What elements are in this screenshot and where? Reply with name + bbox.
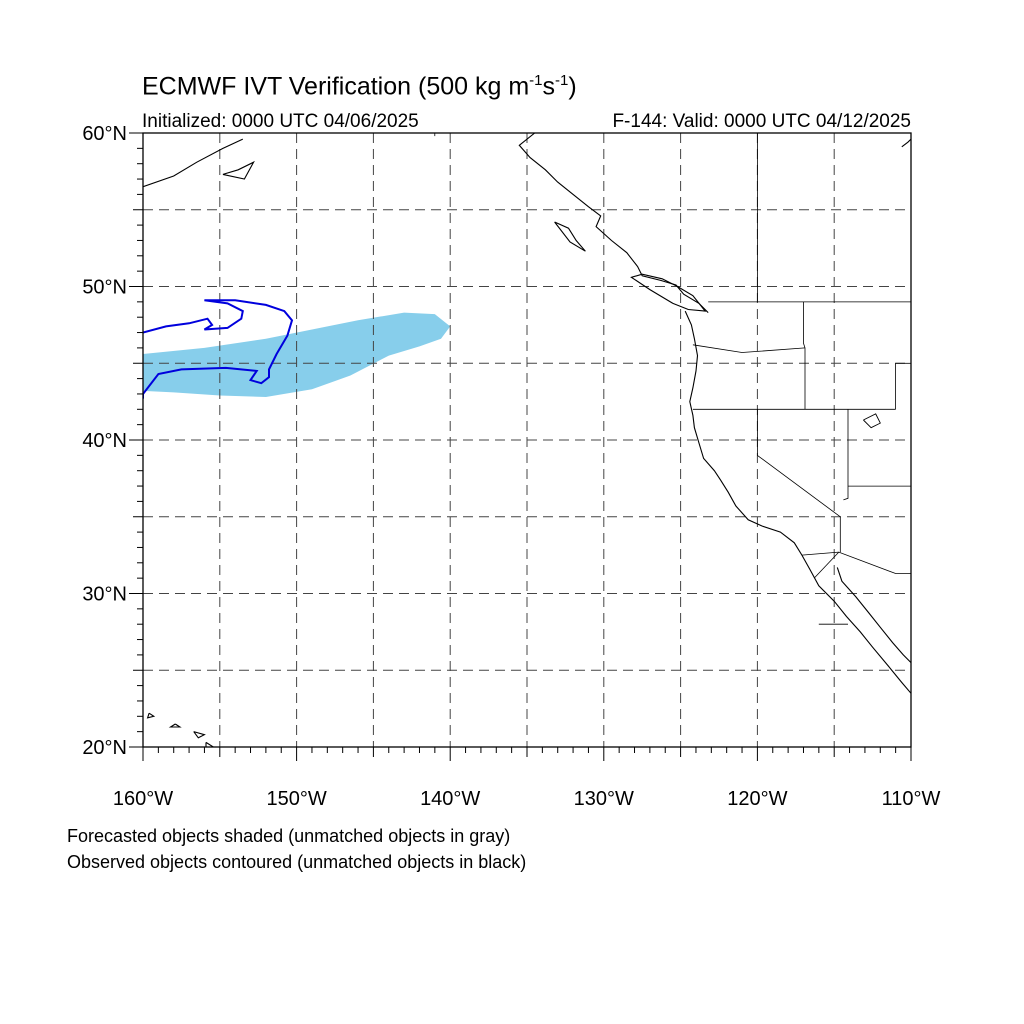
- lat-label: 60°N: [82, 123, 127, 145]
- lat-label: 40°N: [82, 430, 127, 452]
- lon-label: 120°W: [727, 788, 787, 810]
- observed-contour: [143, 299, 294, 399]
- map-title: ECMWF IVT Verification (500 kg m-1s-1): [142, 72, 577, 101]
- plot-area: [143, 133, 911, 747]
- coastline: [518, 133, 709, 313]
- lon-label: 130°W: [574, 788, 634, 810]
- state-border: [843, 409, 849, 501]
- lake-outline: [863, 413, 881, 429]
- coastline: [168, 723, 182, 728]
- coastline: [836, 567, 911, 663]
- valid-time-label: F-144: Valid: 0000 UTC 04/12/2025: [612, 111, 911, 132]
- coastline: [143, 138, 244, 188]
- state-border: [692, 344, 806, 353]
- coastline: [205, 741, 215, 747]
- coastline: [554, 221, 586, 252]
- observed-note: Observed objects contoured (unmatched ob…: [67, 852, 527, 872]
- state-border: [757, 409, 841, 553]
- coastline: [630, 273, 707, 312]
- lat-label: 50°N: [82, 277, 127, 299]
- state-border: [801, 551, 911, 574]
- lon-label: 140°W: [420, 788, 480, 810]
- coastline: [222, 160, 255, 180]
- lon-label: 110°W: [882, 788, 941, 810]
- lon-label: 150°W: [266, 788, 326, 810]
- lat-label: 20°N: [82, 737, 127, 759]
- state-border: [803, 301, 806, 410]
- forecast-note: Forecasted objects shaded (unmatched obj…: [67, 826, 511, 846]
- lon-label: 160°W: [113, 788, 173, 810]
- coastline: [193, 731, 206, 739]
- coastline: [901, 138, 911, 148]
- lat-label: 30°N: [82, 584, 127, 606]
- coastline: [684, 310, 911, 694]
- coastline: [146, 712, 156, 719]
- init-time-label: Initialized: 0000 UTC 04/06/2025: [142, 111, 419, 132]
- state-border: [813, 551, 840, 579]
